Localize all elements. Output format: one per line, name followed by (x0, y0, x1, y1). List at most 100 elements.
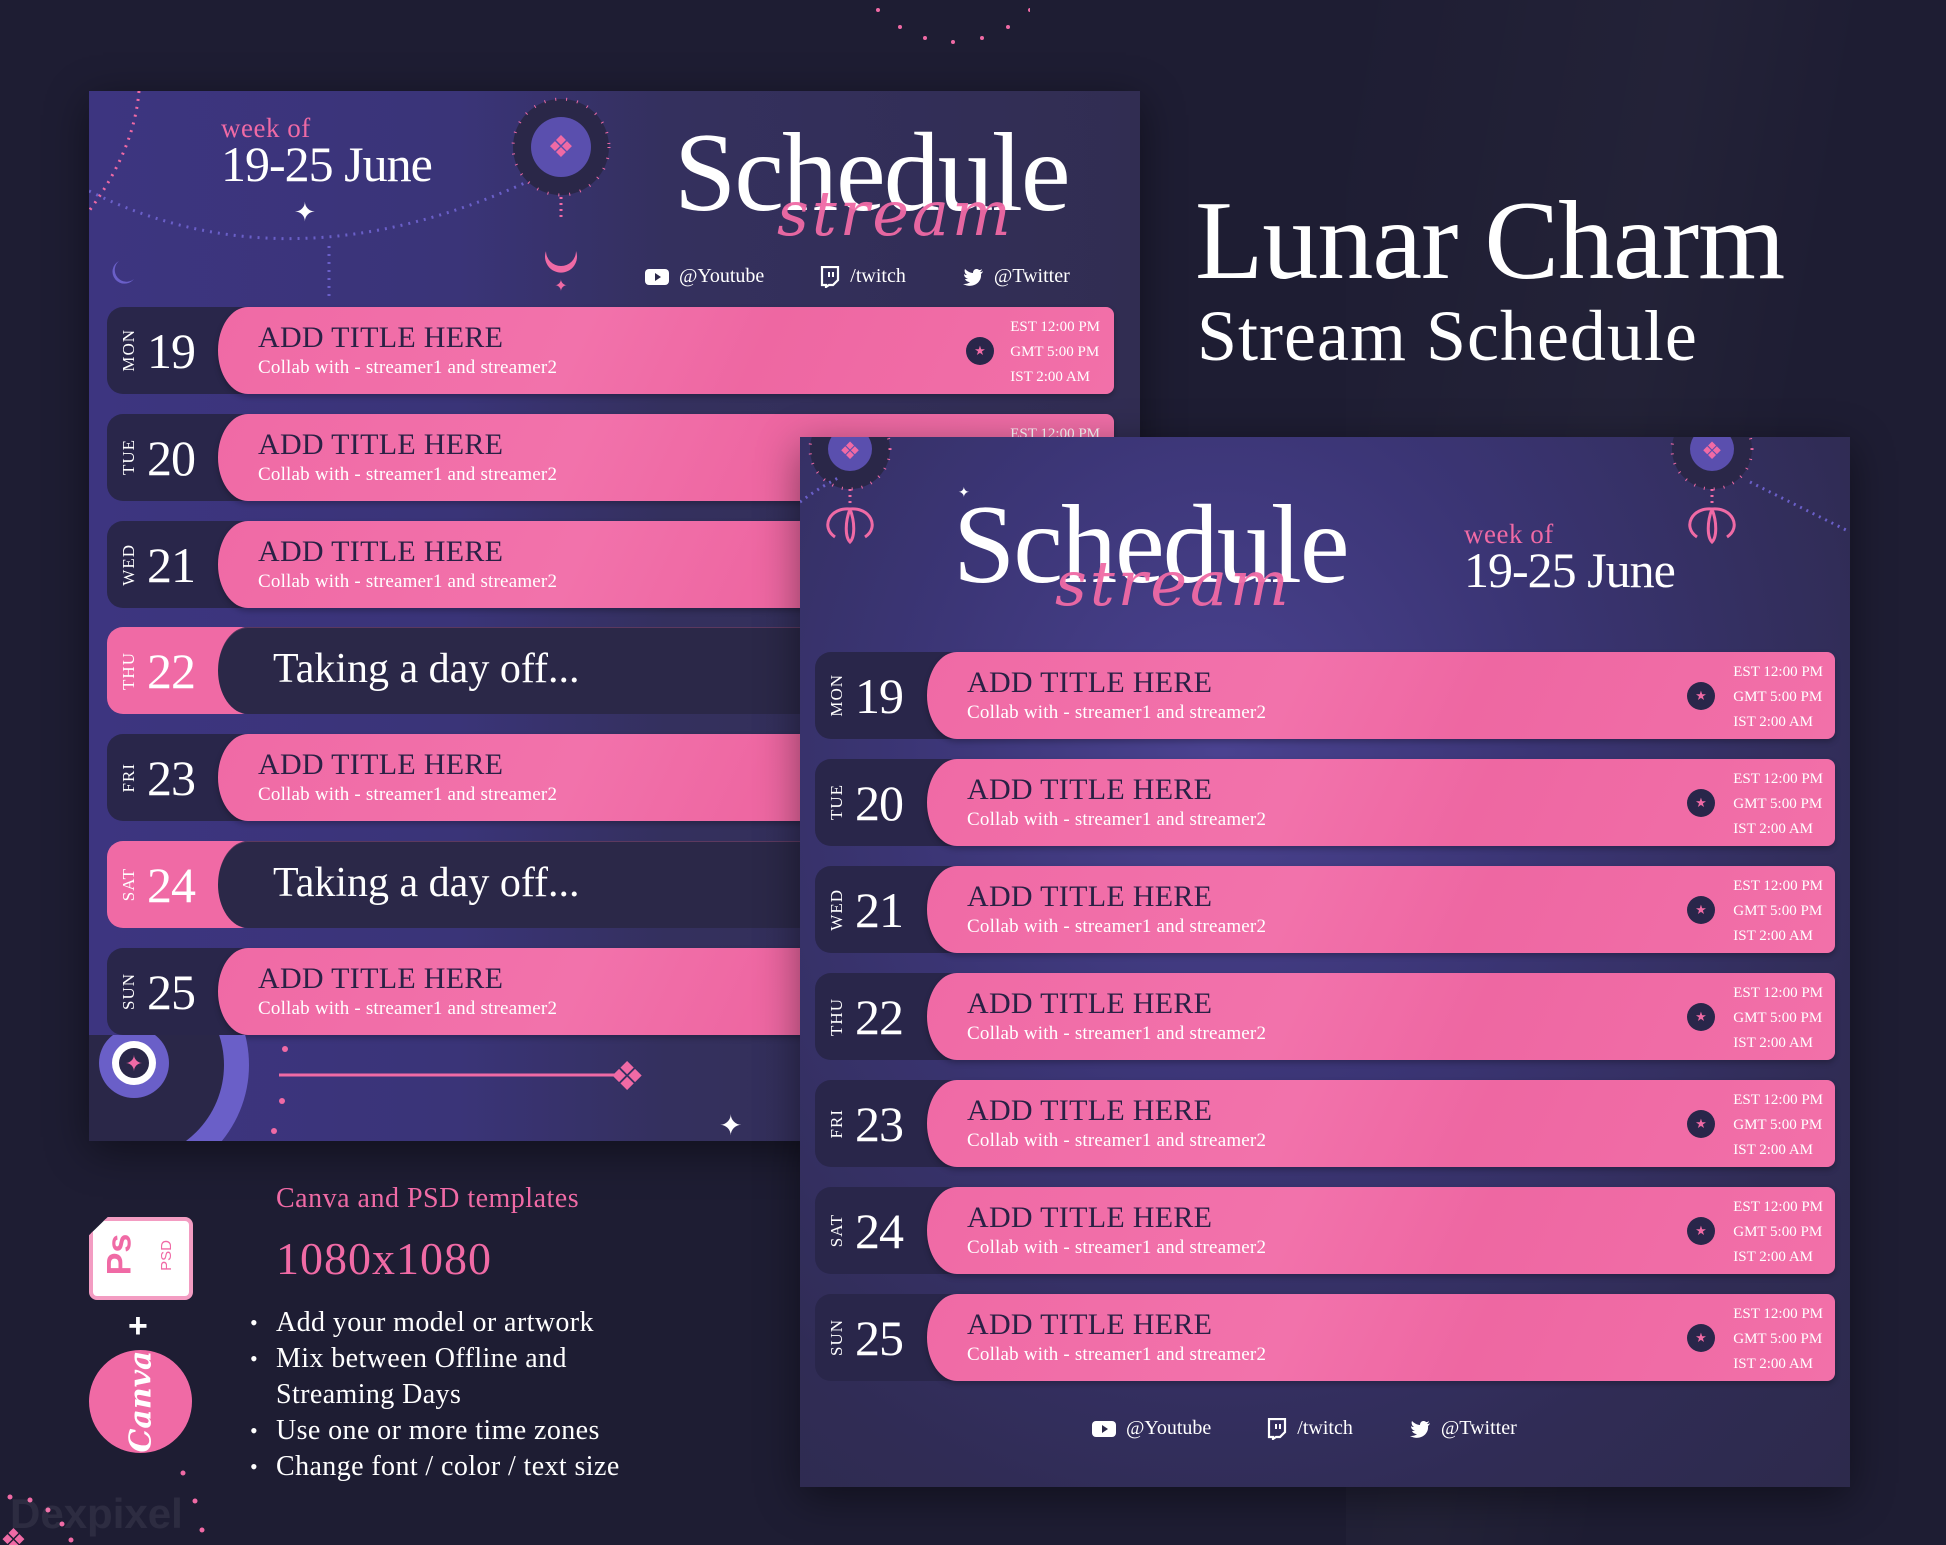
time-zones: EST 12:00 PM GMT 5:00 PM IST 2:00 AM (1733, 985, 1823, 1051)
svg-text:✦: ✦ (719, 1111, 742, 1141)
week-of-label: week of (221, 113, 311, 143)
schedule-preview-right: ❖ ❖ ✦ Schedule stream week of 19-25 June… (800, 437, 1850, 1487)
day-number: 21 (147, 536, 196, 593)
stream-script: stream (1055, 547, 1292, 620)
feature-item: Use one or more time zones (250, 1413, 620, 1449)
time-zones: EST 12:00 PM GMT 5:00 PM IST 2:00 AM (1733, 1306, 1823, 1372)
collab-text: Collab with - streamer1 and streamer2 (258, 784, 558, 805)
week-range: 19-25 June (1464, 542, 1676, 598)
decorative-charms: ❖ ❖ ✦ (800, 437, 1850, 545)
star-icon: ★ (1687, 682, 1715, 710)
stream-title: ADD TITLE HERE (967, 880, 1213, 913)
stream-title: ADD TITLE HERE (967, 1308, 1213, 1341)
day-of-week: WED (119, 543, 138, 586)
svg-text:✦: ✦ (294, 198, 316, 227)
stream-band: ADD TITLE HERE Collab with - streamer1 a… (927, 866, 1835, 953)
svg-text:✦: ✦ (125, 1051, 143, 1076)
stream-title: ADD TITLE HERE (258, 535, 504, 568)
schedule-row-sat: SAT 24 ADD TITLE HERE Collab with - strea… (815, 1187, 1835, 1274)
day-of-week: THU (827, 997, 846, 1036)
day-of-week: FRI (827, 1108, 846, 1139)
twitch-icon (1268, 1417, 1287, 1440)
collab-text: Collab with - streamer1 and streamer2 (967, 1237, 1267, 1258)
day-of-week: THU (119, 651, 138, 690)
collab-text: Collab with - streamer1 and streamer2 (967, 1023, 1267, 1044)
day-of-week: MON (119, 329, 138, 372)
schedule-row-mon: MON 19 ADD TITLE HERE Collab with - strea… (815, 652, 1835, 739)
twitter-icon (1409, 1420, 1430, 1438)
day-number: 21 (855, 881, 904, 938)
day-number: 24 (147, 856, 196, 913)
stream-band: ADD TITLE HERE Collab with - streamer1 a… (927, 973, 1835, 1060)
social-twitter[interactable]: @Twitter (1409, 1417, 1517, 1440)
svg-text:✦: ✦ (958, 486, 970, 501)
day-number: 23 (147, 749, 196, 806)
decorative-moon-ornament: ✦ ❖ ✦ (89, 1035, 742, 1141)
social-youtube[interactable]: @Youtube (645, 265, 764, 288)
collab-text: Collab with - streamer1 and streamer2 (258, 464, 558, 485)
star-icon: ★ (1687, 1003, 1715, 1031)
day-of-week: SAT (827, 1213, 846, 1248)
collab-text: Collab with - streamer1 and streamer2 (258, 998, 558, 1019)
stream-band: ADD TITLE HERE Collab with - streamer1 a… (927, 1187, 1835, 1274)
day-off-text: Taking a day off... (273, 646, 580, 692)
stream-title: ADD TITLE HERE (967, 1094, 1213, 1127)
product-title: Lunar Charm (1195, 179, 1785, 303)
stream-title: ADD TITLE HERE (967, 773, 1213, 806)
day-number: 20 (855, 774, 904, 831)
social-youtube[interactable]: @Youtube (1092, 1417, 1211, 1440)
twitter-icon (962, 268, 983, 286)
stream-title: ADD TITLE HERE (258, 321, 504, 354)
collab-text: Collab with - streamer1 and streamer2 (967, 916, 1267, 937)
schedule-row-tue: TUE 20 ADD TITLE HERE Collab with - strea… (815, 759, 1835, 846)
time-zones: EST 12:00 PM GMT 5:00 PM IST 2:00 AM (1010, 319, 1100, 385)
time-zones: EST 12:00 PM GMT 5:00 PM IST 2:00 AM (1733, 664, 1823, 730)
day-of-week: MON (827, 674, 846, 717)
social-twitter[interactable]: @Twitter (962, 265, 1070, 288)
time-zones: EST 12:00 PM GMT 5:00 PM IST 2:00 AM (1733, 771, 1823, 837)
stream-band: ADD TITLE HERE Collab with - streamer1 a… (927, 759, 1835, 846)
watermark: Dexpixel (10, 1490, 183, 1537)
day-number: 19 (855, 667, 904, 724)
time-zones: EST 12:00 PM GMT 5:00 PM IST 2:00 AM (1733, 878, 1823, 944)
schedule-title: Schedule (674, 111, 1071, 235)
social-twitch[interactable]: /twitch (1267, 1417, 1353, 1440)
decorative-dots (876, 8, 1030, 44)
template-size: 1080x1080 (276, 1233, 492, 1284)
twitch-icon (821, 265, 840, 288)
schedule-row-sun: SUN 25 ADD TITLE HERE Collab with - strea… (815, 1294, 1835, 1381)
stream-script: stream (777, 177, 1014, 250)
svg-text:❖: ❖ (548, 131, 575, 164)
collab-text: Collab with - streamer1 and streamer2 (967, 809, 1267, 830)
day-number: 22 (855, 988, 904, 1045)
feature-list: Add your model or artwork Mix between Of… (250, 1305, 620, 1485)
decorative-sparkle-dots: ❖ (0, 1470, 205, 1545)
social-links: @Youtube /twitch @Twitter (645, 265, 1070, 288)
social-links: @Youtube /twitch @Twitter (1092, 1417, 1517, 1440)
template-format-label: Canva and PSD templates (276, 1183, 580, 1214)
schedule-row-wed: WED 21 ADD TITLE HERE Collab with - strea… (815, 866, 1835, 953)
feature-item: Add your model or artwork (250, 1305, 620, 1341)
schedule-row-sun: SUN 25 ADD TITLE HERE Collab with - stre… (107, 948, 1114, 1035)
svg-text:❖: ❖ (0, 1524, 27, 1545)
day-of-week: SAT (119, 867, 138, 902)
stream-title: ADD TITLE HERE (258, 428, 504, 461)
day-of-week: WED (827, 888, 846, 931)
day-off-text: Taking a day off... (273, 860, 580, 906)
stream-title: ADD TITLE HERE (967, 1201, 1213, 1234)
star-icon: ★ (1687, 896, 1715, 924)
social-twitch[interactable]: /twitch (820, 265, 906, 288)
stream-band: ADD TITLE HERE Collab with - streamer1 a… (927, 1080, 1835, 1167)
svg-text:❖: ❖ (839, 439, 861, 465)
decorative-garland: ❖ ✦ ✦ (89, 91, 611, 301)
day-of-week: SUN (119, 972, 138, 1010)
schedule-row-mon: MON 19 ADD TITLE HERE Collab with - stre… (107, 307, 1114, 394)
time-zones: EST 12:00 PM GMT 5:00 PM IST 2:00 AM (1733, 1199, 1823, 1265)
stream-band: ADD TITLE HERE Collab with - streamer1 a… (927, 652, 1835, 739)
day-of-week: FRI (119, 762, 138, 793)
svg-text:✦: ✦ (554, 278, 567, 295)
star-icon: ★ (1687, 1217, 1715, 1245)
day-number: 19 (147, 322, 196, 379)
collab-text: Collab with - streamer1 and streamer2 (967, 702, 1267, 723)
product-subtitle: Stream Schedule (1197, 296, 1698, 376)
